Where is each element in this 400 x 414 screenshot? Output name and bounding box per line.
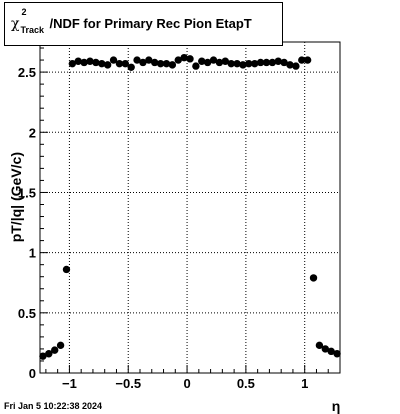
chart-title: χ 2 Track/NDF for Primary Rec Pion EtapT [11,7,252,35]
data-point [115,59,124,68]
data-point [156,59,165,68]
data-point [309,274,318,282]
data-point [251,59,259,68]
data-point [215,58,224,67]
data-point [203,58,212,67]
grid-lines [40,42,340,373]
data-point [127,63,135,71]
data-point [292,62,300,70]
data-point [168,61,177,69]
axis-ticks: −1 −0.5 0 0.5 1 0 0.5 1 1.5 2 2.5 [18,47,341,391]
x-tick-label: −0.5 [115,376,141,391]
data-point [262,58,271,67]
data-point [133,56,141,64]
data-point [186,55,194,63]
data-point [121,59,129,68]
x-axis-label: η [332,398,341,414]
timestamp: Fri Jan 5 10:22:38 2024 [4,401,103,411]
data-point [286,61,294,69]
data-point [145,56,153,64]
data-point [192,62,200,70]
data-point [280,58,288,67]
data-point [268,58,277,67]
data-point [162,59,171,68]
x-tick-label: 0.5 [237,376,255,391]
data-point [109,56,118,64]
data-point [62,265,71,274]
data-point [239,61,247,69]
data-point [151,58,159,67]
data-point [256,58,265,67]
data-point [321,345,329,353]
data-point [245,59,253,68]
data-point [56,341,65,350]
data-point [180,53,188,62]
y-tick-label: 2.5 [18,65,36,80]
data-point [174,56,182,64]
data-points [39,53,341,360]
x-tick-label: 0 [183,376,190,391]
data-point [315,341,324,350]
data-point [68,59,77,68]
data-point [139,58,147,67]
plot-border [39,41,341,374]
title-chi-symbol: χ [11,16,20,32]
title-text: /NDF for Primary Rec Pion EtapT [49,16,252,31]
y-tick-label: 0 [29,366,36,381]
y-tick-label: 1.5 [18,185,36,200]
data-point [209,56,218,64]
title-superscript: 2 [21,7,27,17]
data-point [39,352,47,360]
data-point [51,346,59,354]
data-point [274,57,282,65]
data-point [45,350,53,358]
title-box: χ 2 Track/NDF for Primary Rec Pion EtapT [4,2,283,46]
data-point [227,59,235,68]
data-point [233,59,241,68]
data-point [92,58,100,67]
y-tick-label: 0.5 [18,306,36,321]
data-point [333,350,341,358]
data-point [327,347,335,356]
y-axis-label: pT/|q| (GeV/c) [8,152,24,242]
data-point [103,61,112,69]
x-tick-label: 1 [301,376,308,391]
data-point [221,57,229,65]
data-point [298,56,306,64]
x-tick-label: −1 [62,376,77,391]
data-point [198,57,206,65]
data-point [303,56,312,64]
data-point [86,57,94,65]
data-point [80,58,88,67]
data-point [74,57,82,65]
y-tick-label: 2 [29,125,36,140]
y-tick-label: 1 [29,246,36,261]
data-point [98,59,106,68]
title-subscript: Track [20,25,45,35]
plot-frame [39,41,341,374]
